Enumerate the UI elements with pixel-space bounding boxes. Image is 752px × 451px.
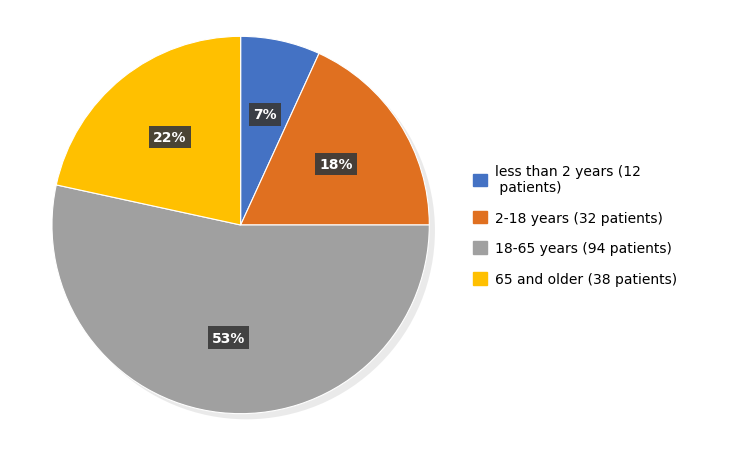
- Wedge shape: [241, 37, 319, 225]
- Legend: less than 2 years (12
 patients), 2-18 years (32 patients), 18-65 years (94 pati: less than 2 years (12 patients), 2-18 ye…: [473, 165, 678, 286]
- Text: 18%: 18%: [319, 157, 353, 171]
- Wedge shape: [56, 37, 241, 225]
- Ellipse shape: [58, 43, 435, 419]
- Wedge shape: [241, 54, 429, 226]
- Text: 22%: 22%: [153, 131, 186, 144]
- Text: 53%: 53%: [212, 331, 245, 345]
- Wedge shape: [52, 185, 429, 414]
- Text: 7%: 7%: [253, 108, 277, 122]
